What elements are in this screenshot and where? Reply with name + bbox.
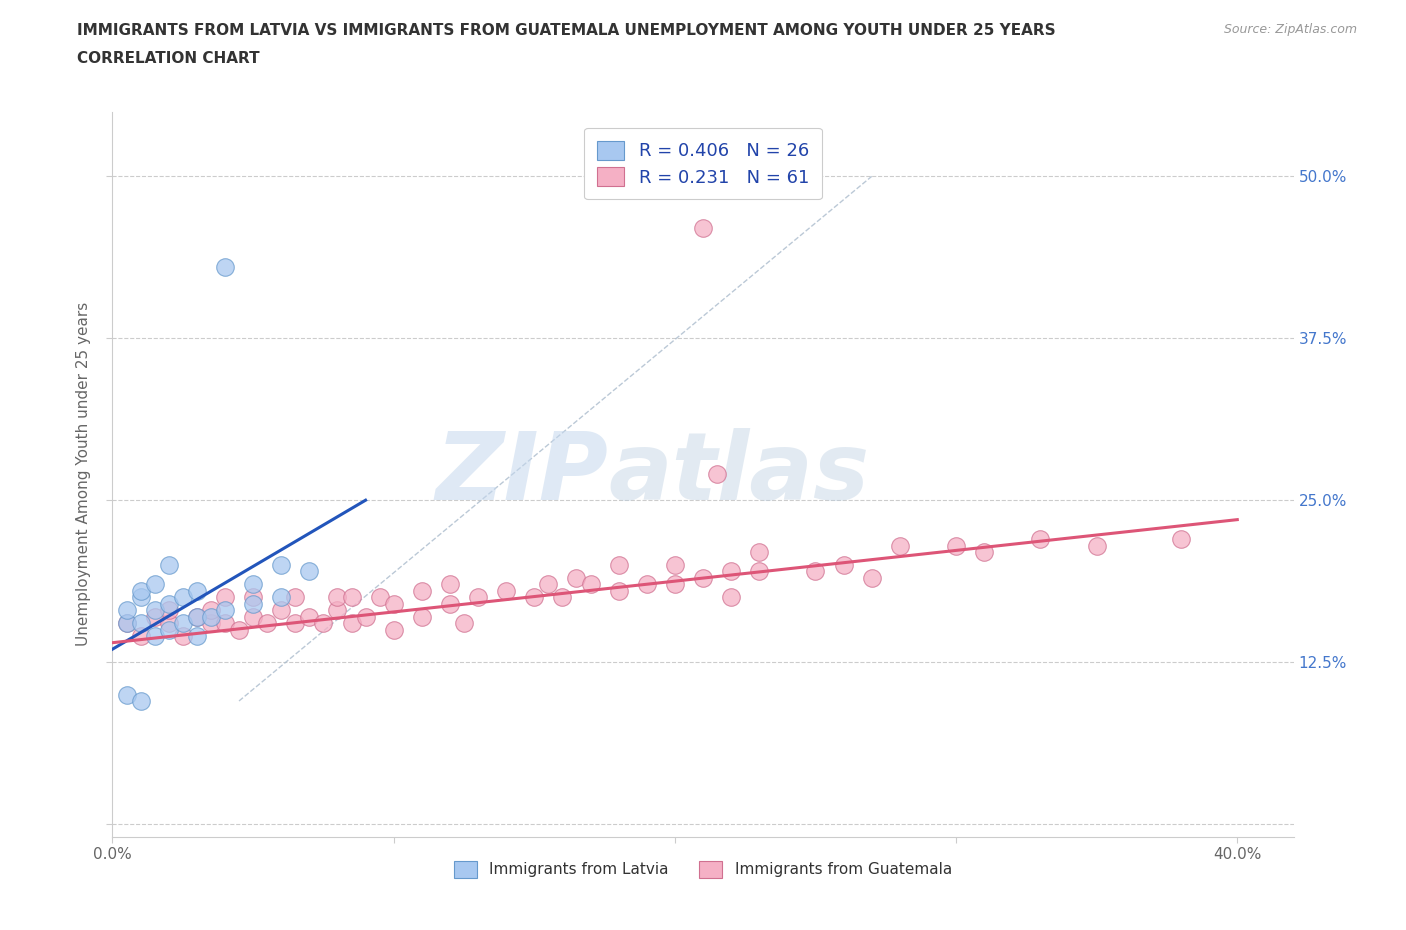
Point xyxy=(186,609,208,624)
Point xyxy=(200,616,222,631)
Point xyxy=(228,622,250,637)
Point xyxy=(748,545,770,560)
Point xyxy=(326,603,349,618)
Point xyxy=(115,616,138,631)
Point xyxy=(143,577,166,591)
Text: ZIP: ZIP xyxy=(436,429,609,520)
Point xyxy=(172,629,194,644)
Point xyxy=(157,596,180,611)
Text: CORRELATION CHART: CORRELATION CHART xyxy=(77,51,260,66)
Point xyxy=(186,583,208,598)
Text: atlas: atlas xyxy=(609,429,870,520)
Point xyxy=(636,577,658,591)
Point xyxy=(115,687,138,702)
Point xyxy=(214,616,236,631)
Point xyxy=(157,603,180,618)
Point xyxy=(129,583,152,598)
Point xyxy=(453,616,475,631)
Text: Source: ZipAtlas.com: Source: ZipAtlas.com xyxy=(1223,23,1357,36)
Point xyxy=(720,564,742,578)
Point xyxy=(340,590,363,604)
Point xyxy=(523,590,546,604)
Point xyxy=(214,590,236,604)
Point xyxy=(200,609,222,624)
Point xyxy=(129,616,152,631)
Point xyxy=(284,616,307,631)
Point xyxy=(832,558,855,573)
Point xyxy=(439,596,461,611)
Point xyxy=(692,570,714,585)
Point xyxy=(607,583,630,598)
Point xyxy=(115,616,138,631)
Point xyxy=(537,577,560,591)
Point xyxy=(411,609,433,624)
Point xyxy=(284,590,307,604)
Point xyxy=(945,538,967,553)
Point xyxy=(242,590,264,604)
Point xyxy=(242,609,264,624)
Point xyxy=(298,609,321,624)
Text: IMMIGRANTS FROM LATVIA VS IMMIGRANTS FROM GUATEMALA UNEMPLOYMENT AMONG YOUTH UND: IMMIGRANTS FROM LATVIA VS IMMIGRANTS FRO… xyxy=(77,23,1056,38)
Point xyxy=(579,577,602,591)
Y-axis label: Unemployment Among Youth under 25 years: Unemployment Among Youth under 25 years xyxy=(76,302,91,646)
Point xyxy=(157,616,180,631)
Point xyxy=(242,577,264,591)
Point xyxy=(172,590,194,604)
Point xyxy=(270,590,292,604)
Point xyxy=(354,609,377,624)
Point xyxy=(860,570,883,585)
Point xyxy=(186,609,208,624)
Point xyxy=(115,603,138,618)
Point xyxy=(242,596,264,611)
Point xyxy=(172,616,194,631)
Legend: Immigrants from Latvia, Immigrants from Guatemala: Immigrants from Latvia, Immigrants from … xyxy=(449,855,957,884)
Point xyxy=(411,583,433,598)
Point xyxy=(256,616,278,631)
Point xyxy=(129,590,152,604)
Point xyxy=(973,545,995,560)
Point xyxy=(368,590,391,604)
Point xyxy=(495,583,517,598)
Point xyxy=(200,603,222,618)
Point xyxy=(565,570,588,585)
Point xyxy=(382,596,405,611)
Point xyxy=(214,603,236,618)
Point xyxy=(706,467,728,482)
Point xyxy=(270,558,292,573)
Point xyxy=(214,259,236,274)
Point xyxy=(143,603,166,618)
Point xyxy=(312,616,335,631)
Point xyxy=(129,629,152,644)
Point xyxy=(439,577,461,591)
Point xyxy=(1085,538,1108,553)
Point xyxy=(186,629,208,644)
Point xyxy=(382,622,405,637)
Point xyxy=(889,538,911,553)
Point xyxy=(157,622,180,637)
Point xyxy=(607,558,630,573)
Point xyxy=(340,616,363,631)
Point xyxy=(1029,532,1052,547)
Point xyxy=(143,609,166,624)
Point xyxy=(551,590,574,604)
Point xyxy=(664,558,686,573)
Point xyxy=(467,590,489,604)
Point xyxy=(748,564,770,578)
Point xyxy=(1170,532,1192,547)
Point xyxy=(129,694,152,709)
Point xyxy=(720,590,742,604)
Point xyxy=(804,564,827,578)
Point xyxy=(157,558,180,573)
Point xyxy=(270,603,292,618)
Point xyxy=(143,629,166,644)
Point xyxy=(692,220,714,235)
Point xyxy=(664,577,686,591)
Point xyxy=(298,564,321,578)
Point xyxy=(326,590,349,604)
